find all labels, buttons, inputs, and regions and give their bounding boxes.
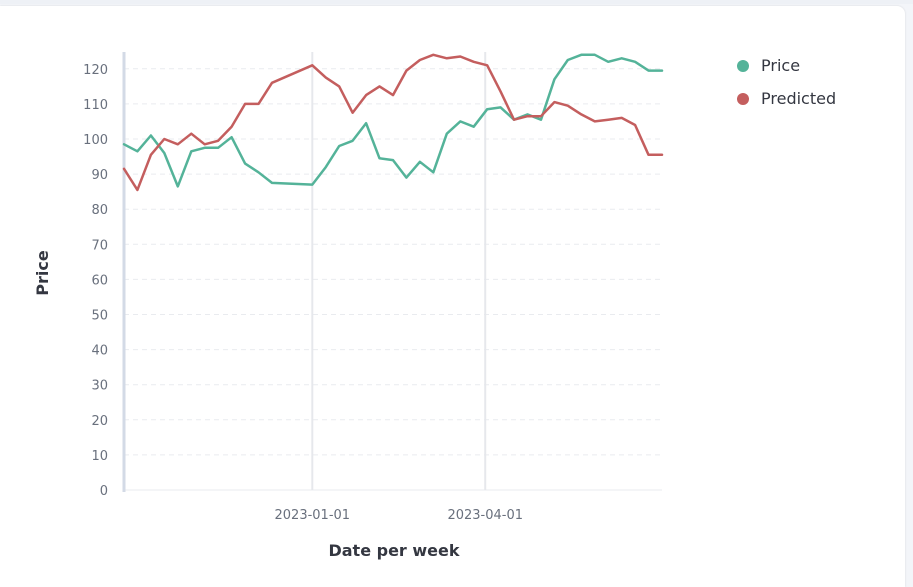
- y-tick-label: 30: [91, 379, 108, 394]
- y-tick-label: 0: [100, 484, 108, 499]
- legend-marker-predicted: [737, 93, 749, 105]
- y-tick-label: 60: [91, 273, 108, 288]
- y-axis-ticks: 0 10 20 30 40 50 60 70 80 90 100 110 120: [83, 63, 108, 499]
- y-tick-label: 120: [83, 63, 108, 78]
- x-tick-label: 2023-04-01: [447, 508, 523, 523]
- legend-label-price: Price: [761, 56, 800, 75]
- x-axis-title: Date per week: [328, 541, 459, 560]
- series-line-price: [122, 53, 664, 188]
- y-axis-title: Price: [33, 250, 52, 296]
- legend-marker-price: [737, 60, 749, 72]
- y-tick-label: 110: [83, 98, 108, 113]
- series-lines: [122, 53, 664, 192]
- x-tick-label: 2023-01-01: [275, 508, 351, 523]
- y-tick-label: 20: [91, 414, 108, 429]
- grid: [122, 52, 662, 492]
- legend-label-predicted: Predicted: [761, 89, 836, 108]
- y-tick-label: 80: [91, 203, 108, 218]
- y-tick-label: 50: [91, 309, 108, 324]
- y-tick-label: 70: [91, 238, 108, 253]
- chart-panel: 0 10 20 30 40 50 60 70 80 90 100 110 120 2023-01-01 2…: [0, 6, 905, 587]
- top-border: [0, 0, 913, 4]
- y-tick-label: 100: [83, 133, 108, 148]
- x-axis-ticks: 2023-01-01 2023-04-01: [275, 508, 523, 523]
- legend: Price Predicted: [737, 56, 836, 108]
- y-tick-label: 10: [91, 449, 108, 464]
- y-tick-label: 40: [91, 344, 108, 359]
- y-tick-label: 90: [91, 168, 108, 183]
- series-line-predicted: [122, 53, 664, 192]
